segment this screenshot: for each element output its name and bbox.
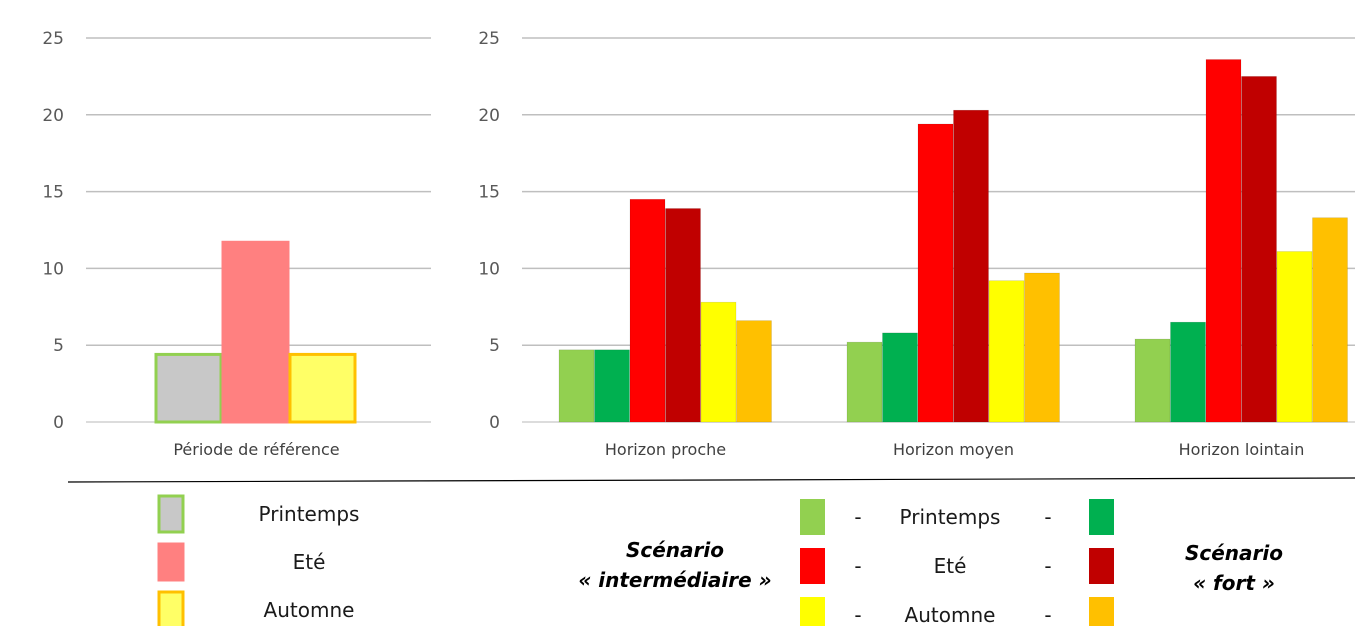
ref-bar [221,240,290,424]
y-tick-label: 5 [489,336,500,356]
y-tick-label: 20 [42,106,64,126]
legend-dash: - [1044,603,1051,626]
horizon-bar [1312,217,1348,423]
ref-bar [288,352,357,424]
horizon-bar [1241,76,1277,423]
horizon-bar [953,109,989,423]
x-category-label: Horizon lointain [1179,440,1305,459]
scenario-intermediate-title-line2: « intermédiaire » [578,568,771,592]
legend-swatch [157,542,185,582]
y-tick-label: 10 [42,259,64,279]
horizon-bar [594,349,630,423]
horizon-bar [629,198,666,423]
horizon-bar [1024,272,1060,423]
horizon-bar [1276,251,1313,423]
scenario-strong-title-line2: « fort » [1193,571,1275,595]
y-tick-label: 10 [478,259,500,279]
y-tick-label: 0 [489,413,500,433]
legend-swatch-intermediate [800,499,825,535]
legend-dash: - [854,554,861,578]
y-tick-label: 15 [478,183,500,203]
legend-swatch-strong [1089,499,1114,535]
legend-label: Eté [934,554,967,578]
horizon-bar [1134,338,1171,423]
horizon-bar [665,208,701,423]
y-tick-label: 20 [478,106,500,126]
y-tick-label: 25 [478,29,500,49]
legend-dash: - [1044,554,1051,578]
legend-swatch-strong [1089,548,1114,584]
legend-label: Eté [293,550,326,574]
legend-swatch-strong [1089,597,1114,626]
legend-dash: - [1044,505,1051,529]
horizon-bar [882,332,918,423]
reference-period-panel: 0 5 10 15 20 25 Période de référence [42,29,431,459]
y-tick-label: 5 [53,336,64,356]
reference-legend: Printemps Eté Automne [157,494,360,626]
horizon-bar [1205,59,1242,423]
legend-label: Printemps [259,502,360,526]
y-tick-label: 15 [42,183,64,203]
scenario-intermediate-title-line1: Scénario [626,538,724,562]
horizon-bar [736,320,772,423]
legend-label: Printemps [900,505,1001,529]
scenario-strong-title-line1: Scénario [1185,541,1283,565]
horizon-bar [1170,321,1206,423]
legend-swatch-intermediate [800,597,825,626]
horizon-bar [846,341,883,423]
horizon-bar [558,349,595,423]
scenario-legend: Scénario « intermédiaire » Scénario « fo… [578,499,1283,626]
x-category-label: Période de référence [173,440,339,459]
legend-dash: - [854,505,861,529]
horizon-bar [988,280,1025,423]
legend-swatch [157,494,185,534]
ref-bar [154,352,223,424]
legend-dash: - [854,603,861,626]
future-horizons-panel: 0 5 10 15 20 25 Horizon proche Horizon moyen Hor… [478,29,1355,459]
legend-swatch [157,590,185,626]
y-tick-label: 0 [53,413,64,433]
legend-label: Automne [264,598,355,622]
legend-label: Automne [905,603,996,626]
legend-swatch-intermediate [800,548,825,584]
legend-separator-line [67,477,1355,483]
y-tick-label: 25 [42,29,64,49]
x-category-label: Horizon moyen [893,440,1014,459]
horizon-bar [700,301,737,423]
horizon-bar [917,123,954,423]
x-category-label: Horizon proche [605,440,726,459]
